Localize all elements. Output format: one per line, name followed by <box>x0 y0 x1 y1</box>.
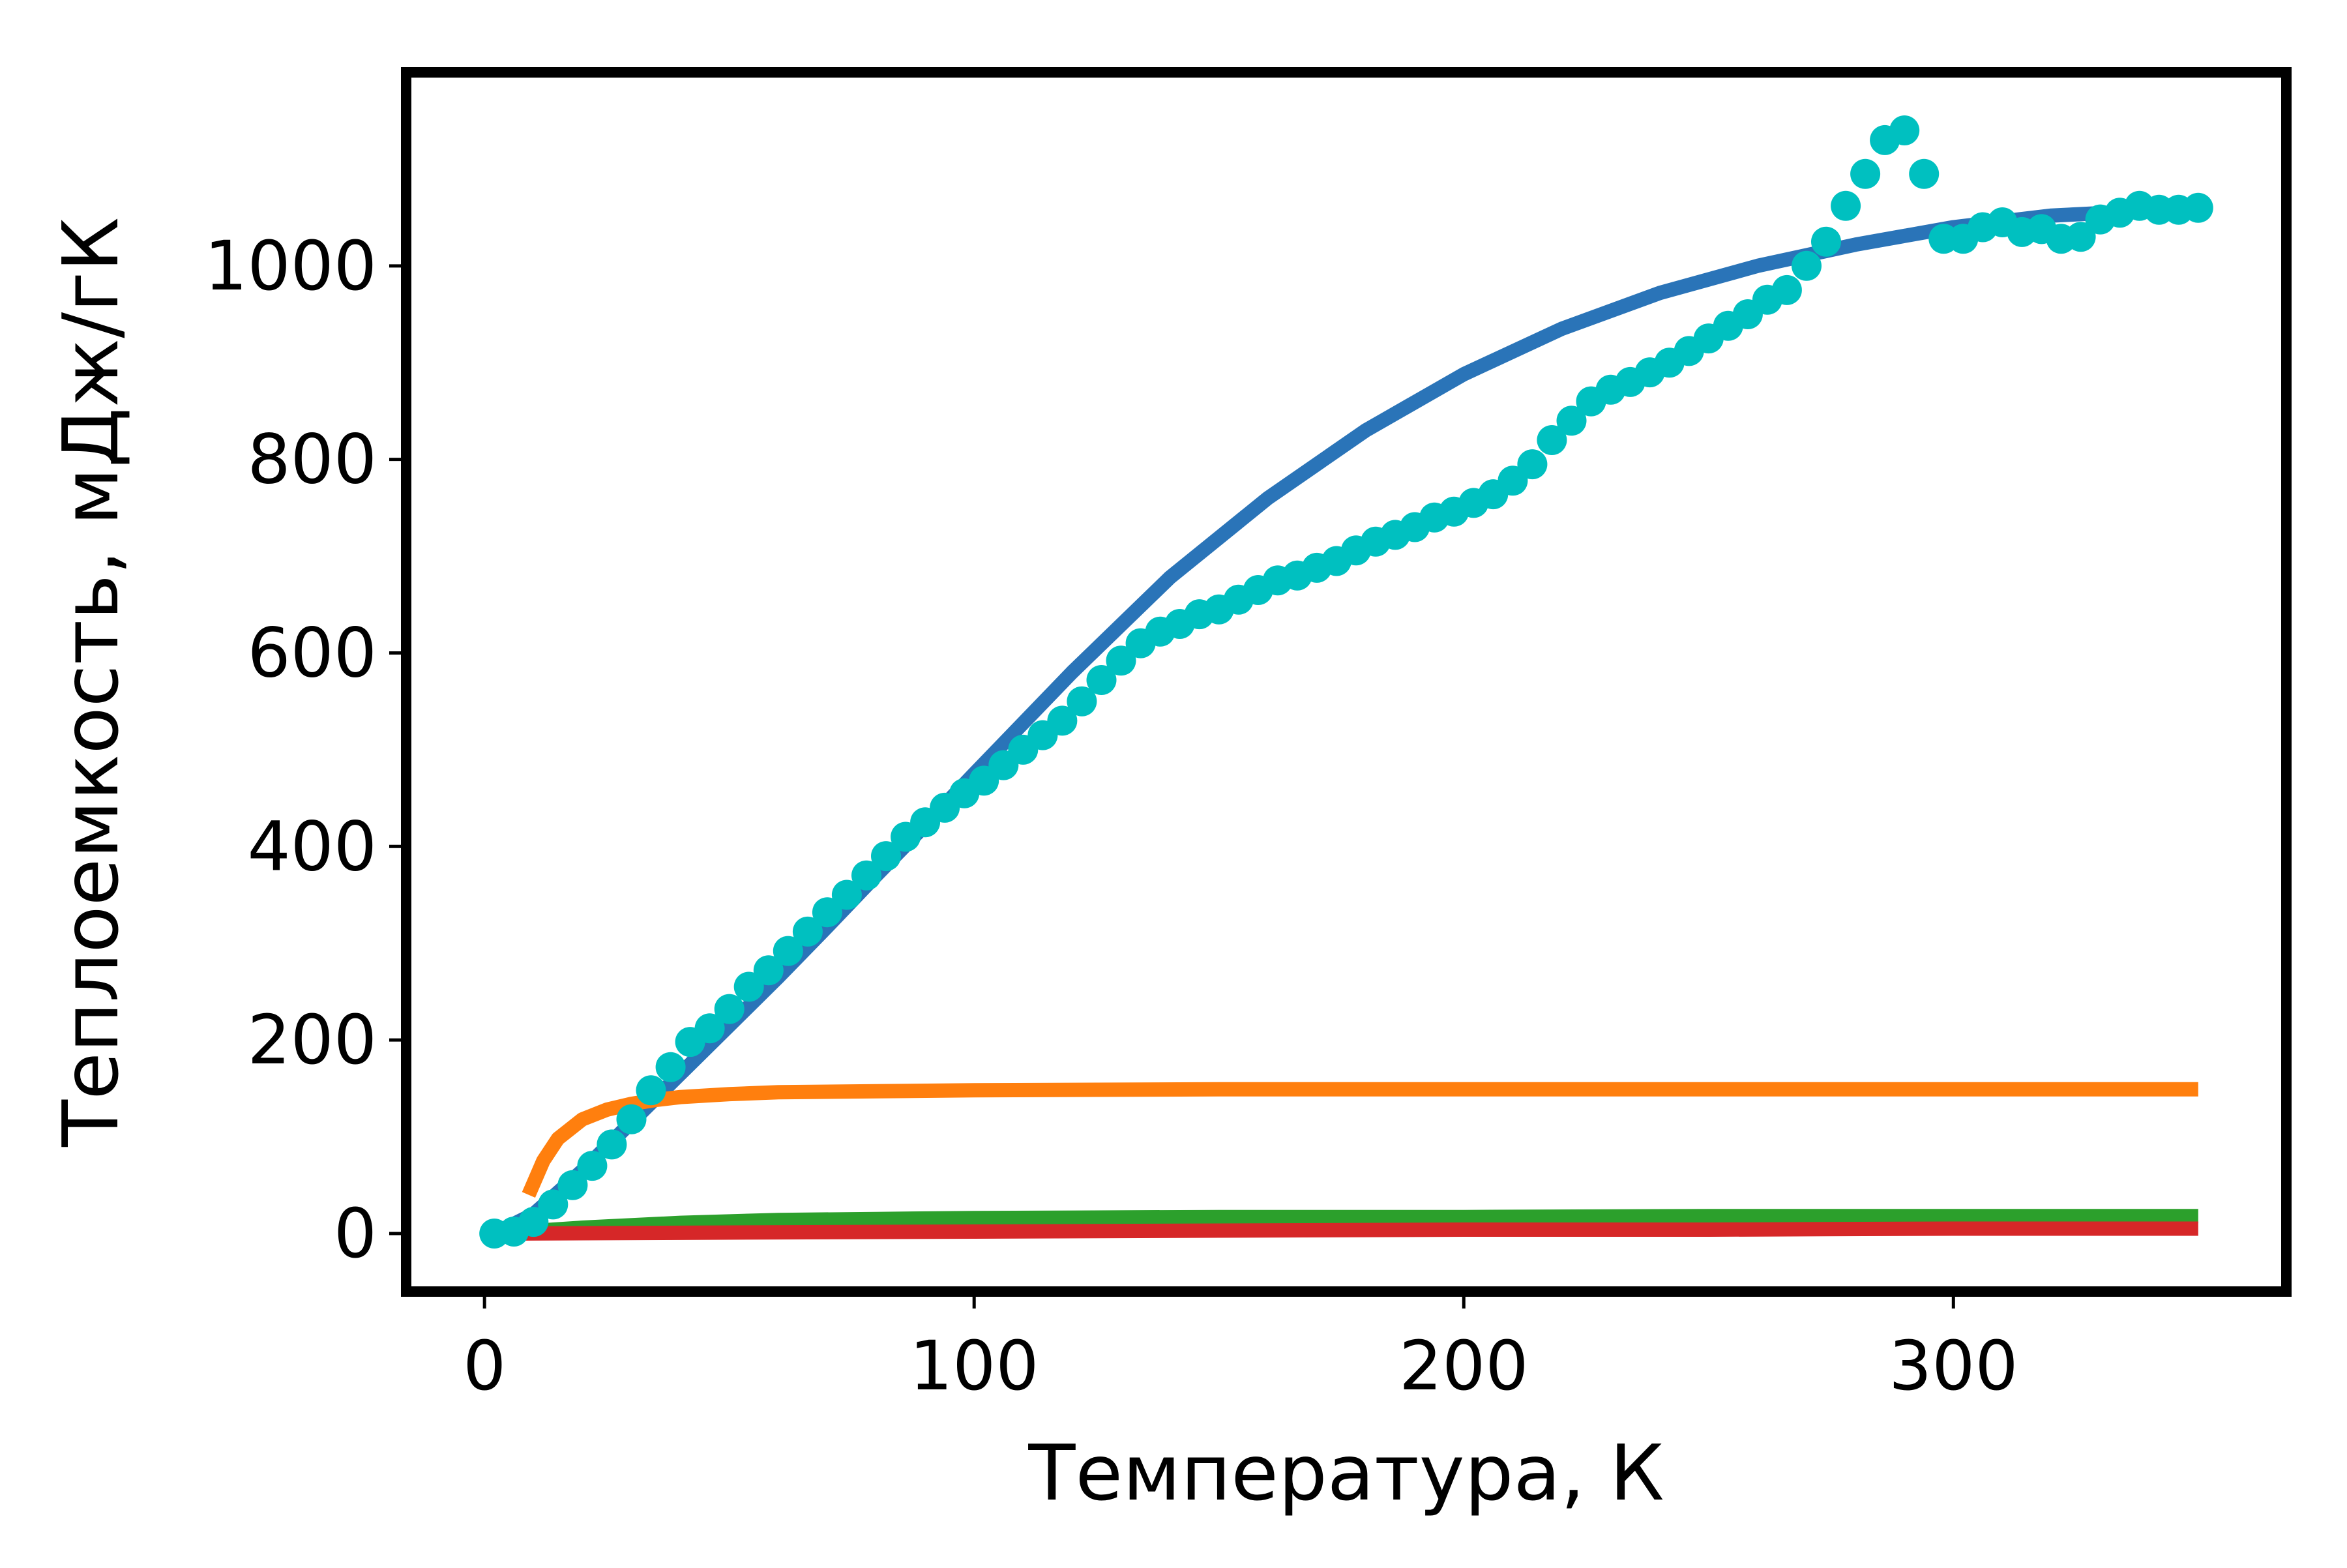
series-line-3 <box>508 1209 2198 1240</box>
data-point <box>1537 425 1567 455</box>
data-point <box>597 1129 627 1160</box>
series-line-4 <box>509 1221 2198 1241</box>
data-point <box>1889 115 1920 145</box>
x-tick-label: 0 <box>463 1326 506 1406</box>
data-point <box>694 1013 725 1044</box>
data-point <box>1498 466 1528 496</box>
y-tick-label: 600 <box>247 613 377 692</box>
data-point <box>1556 406 1587 436</box>
y-tick-label: 800 <box>247 420 377 499</box>
data-point <box>538 1189 568 1220</box>
data-point <box>1771 274 1802 305</box>
data-point <box>714 994 745 1024</box>
data-point <box>1850 158 1881 189</box>
data-point <box>1831 190 1861 221</box>
y-tick-label: 1000 <box>204 226 377 306</box>
data-point <box>812 897 842 928</box>
y-tick-label: 0 <box>334 1194 377 1273</box>
data-point <box>577 1151 608 1181</box>
data-point <box>1067 686 1097 717</box>
data-point <box>1792 250 1822 281</box>
data-point <box>2065 222 2096 252</box>
data-point <box>1047 705 1078 736</box>
plot-frame <box>401 67 2292 1297</box>
data-point <box>636 1075 666 1106</box>
data-point <box>792 916 823 947</box>
data-point <box>1517 449 1548 480</box>
data-point <box>518 1207 549 1237</box>
data-point <box>851 860 881 891</box>
x-axis-label: Температура, К <box>1027 1428 1664 1518</box>
series-line-2 <box>522 1082 2198 1198</box>
x-tick-label: 200 <box>1399 1326 1529 1406</box>
x-tick-label: 300 <box>1889 1326 2018 1406</box>
data-point <box>1106 645 1136 676</box>
y-tick-label: 200 <box>247 1000 377 1080</box>
data-point <box>1086 665 1117 695</box>
series-layer <box>479 115 2213 1249</box>
data-point <box>831 880 862 910</box>
data-point <box>871 841 901 872</box>
series-markers-5 <box>479 115 2213 1249</box>
data-point <box>557 1170 588 1200</box>
x-tick-label: 100 <box>909 1326 1039 1406</box>
ticks-layer: 0 100 200 300 0 200 400 600 800 1000 <box>204 226 2018 1406</box>
y-axis-label: Теплоемкость, мДж/гК <box>46 217 136 1147</box>
data-point <box>616 1104 647 1134</box>
data-point <box>1909 158 1940 189</box>
y-tick-label: 400 <box>247 806 377 886</box>
data-point <box>655 1052 686 1082</box>
data-point <box>733 971 764 1002</box>
data-point <box>1811 226 1841 257</box>
data-point <box>773 936 803 966</box>
data-point <box>753 955 784 986</box>
data-point <box>2183 192 2213 223</box>
